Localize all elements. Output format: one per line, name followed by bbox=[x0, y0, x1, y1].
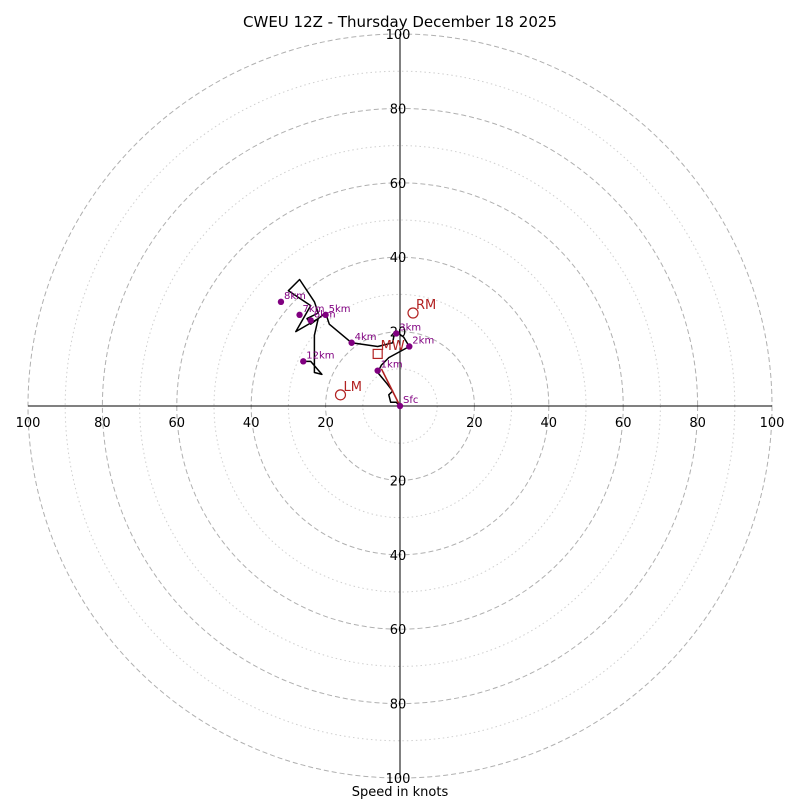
height-marker-point bbox=[374, 367, 381, 374]
x-tick-label: 80 bbox=[94, 416, 111, 431]
height-marker-point bbox=[348, 339, 355, 346]
y-tick-label: 60 bbox=[390, 177, 407, 192]
height-marker-point bbox=[393, 330, 400, 337]
height-marker-label: 12km bbox=[306, 350, 334, 361]
storm-motion-markers: RM LM MW bbox=[334, 298, 436, 401]
chart-title: CWEU 12Z - Thursday December 18 2025 bbox=[243, 13, 557, 31]
height-marker-label: 2km bbox=[412, 335, 434, 346]
height-marker-point bbox=[277, 298, 285, 306]
height-marker-label: 7km bbox=[303, 304, 325, 315]
storm-motion-symbol bbox=[407, 307, 419, 319]
x-tick-label: 60 bbox=[615, 416, 632, 431]
y-tick-label: 40 bbox=[390, 549, 407, 564]
x-tick-label: 40 bbox=[243, 416, 260, 431]
x-tick-label: 100 bbox=[16, 416, 41, 431]
y-tick-label: 40 bbox=[390, 251, 407, 266]
storm-motion-label: RM bbox=[416, 298, 436, 313]
x-tick-label: 20 bbox=[466, 416, 483, 431]
height-marker-label: Sfc bbox=[403, 395, 418, 406]
storm-motion-symbol bbox=[334, 389, 347, 401]
height-marker-label: 8km bbox=[284, 291, 306, 302]
hodograph-line bbox=[287, 278, 411, 407]
height-marker-label: 6km bbox=[314, 309, 336, 320]
x-tick-label: 80 bbox=[689, 416, 706, 431]
axis-tick-labels: 1001008080606040402020202040406060808010… bbox=[16, 28, 785, 787]
height-marker-point bbox=[396, 402, 404, 410]
height-marker-point bbox=[307, 317, 314, 324]
y-tick-label: 80 bbox=[390, 698, 407, 713]
height-marker-point bbox=[300, 358, 307, 365]
y-tick-label: 80 bbox=[390, 102, 407, 117]
hodograph-series bbox=[287, 278, 411, 407]
x-tick-label: 100 bbox=[760, 416, 785, 431]
x-tick-label: 40 bbox=[541, 416, 558, 431]
height-marker-label: 5km bbox=[329, 304, 351, 315]
y-tick-label: 60 bbox=[390, 623, 407, 638]
x-axis-label: Speed in knots bbox=[352, 785, 449, 800]
x-tick-label: 20 bbox=[317, 416, 334, 431]
height-marker-point bbox=[322, 311, 329, 319]
height-marker-point bbox=[296, 311, 303, 319]
storm-motion-label: LM bbox=[343, 380, 361, 395]
y-tick-label: 100 bbox=[386, 772, 411, 787]
height-marker-label: 1km bbox=[381, 360, 403, 371]
storm-motion-symbol bbox=[372, 348, 383, 360]
storm-motion-label: MW bbox=[381, 339, 405, 354]
x-tick-label: 60 bbox=[169, 416, 186, 431]
height-marker-label: 3km bbox=[399, 322, 421, 333]
storm-motion-line bbox=[380, 368, 401, 407]
height-marker-point bbox=[406, 343, 413, 350]
height-marker-label: 4km bbox=[355, 332, 377, 343]
y-tick-label: 20 bbox=[390, 474, 407, 489]
y-tick-label: 100 bbox=[386, 28, 411, 43]
